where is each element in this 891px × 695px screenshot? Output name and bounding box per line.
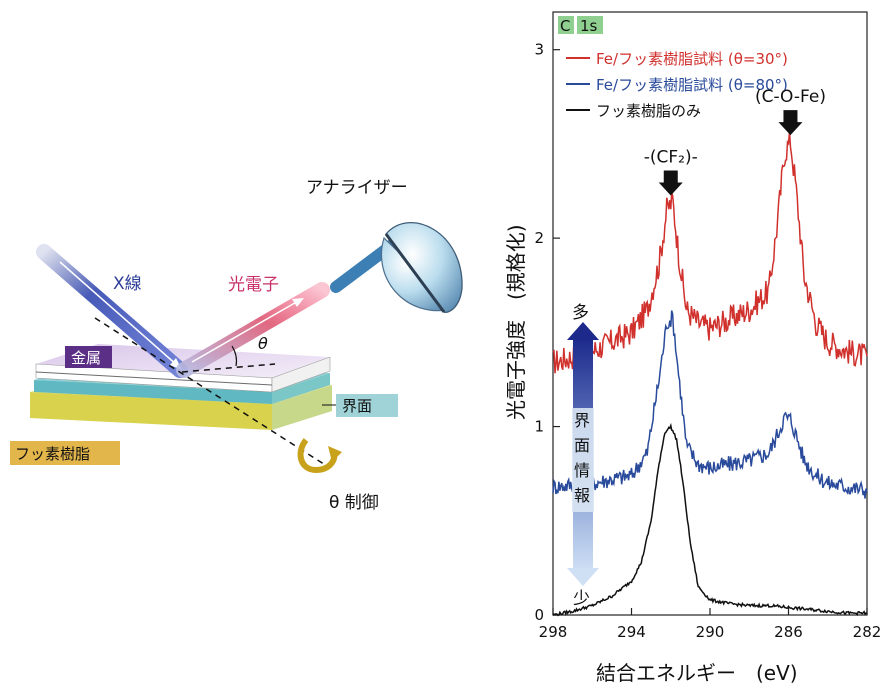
- normal-dashed-line: [94, 317, 331, 469]
- panel-label-box-element: [558, 16, 574, 34]
- y-tick-label: 3: [534, 41, 544, 59]
- x-tick-label: 282: [853, 623, 882, 641]
- annotation-cf2-label: -(CF₂)-: [644, 147, 698, 167]
- panel-label-element: C: [560, 17, 570, 35]
- rotation-arrowhead: [328, 446, 342, 462]
- x-tick-label: 290: [696, 623, 725, 641]
- fluororesin-side-front: [30, 392, 272, 430]
- surface-dashed-line: [181, 363, 276, 373]
- xray-beam: [36, 244, 188, 378]
- series-group: [552, 131, 868, 617]
- layer-edge: [35, 371, 273, 386]
- x-tick-label: 298: [539, 623, 568, 641]
- x-tick-label: 286: [774, 623, 803, 641]
- panel-label-box-orbital: [577, 16, 603, 34]
- photoelectron-arrowhead: [292, 298, 304, 307]
- fluororesin-label-box: [10, 441, 120, 465]
- side-label-box: [572, 408, 594, 512]
- y-tick-label: 2: [534, 229, 544, 247]
- fluororesin-label: フッ素樹脂: [15, 445, 90, 463]
- x-tick-label: 294: [617, 623, 646, 641]
- interface-label-box: [336, 394, 398, 417]
- side-arrow-middle-4: 報: [574, 486, 590, 505]
- metal-side-right: [271, 356, 331, 393]
- annotation-cf2-arrow-icon: [658, 170, 683, 196]
- annotation-cofe-label: (C-O-Fe): [755, 87, 826, 107]
- legend-label-2: Fe/フッ素樹脂試料 (θ=80°): [596, 76, 788, 94]
- theta-label: θ: [258, 334, 268, 353]
- interface-side-right: [272, 373, 330, 404]
- interface-info-arrow: 多 界 面 情 報 少: [567, 303, 599, 609]
- y-tick-label: 0: [534, 606, 544, 624]
- analyzer-label: アナライザー: [306, 178, 408, 198]
- metal-label-box: [65, 346, 112, 368]
- xray-arrow-line: [59, 261, 179, 367]
- fluororesin-side-right: [272, 385, 332, 430]
- sample-diagram: X線 光電子 アナライザー θ 金属 界面 フッ素樹脂 θ 制御: [10, 178, 463, 513]
- side-arrow-middle-3: 情: [574, 461, 590, 480]
- theta-arc: [231, 345, 238, 367]
- photoelectron-arrow-line: [191, 299, 301, 363]
- series-line-2: [552, 310, 868, 499]
- x-axis: 298 294 290 286 282: [539, 608, 882, 641]
- legend-label-1: Fe/フッ素樹脂試料 (θ=30°): [596, 50, 788, 68]
- x-axis-title: 結合エネルギー (eV): [596, 661, 798, 685]
- side-arrow-head-bottom: [567, 568, 599, 586]
- metal-label: 金属: [71, 349, 101, 367]
- analyzer-rim: [384, 233, 446, 313]
- side-arrow-top-label: 多: [572, 303, 589, 323]
- legend-label-3: フッ素樹脂のみ: [596, 102, 701, 120]
- panel-label-orbital: 1s: [580, 17, 598, 35]
- side-arrow-middle-1: 界: [574, 411, 590, 430]
- side-arrow-middle-2: 面: [574, 436, 590, 455]
- xray-label: X線: [113, 274, 142, 294]
- y-tick-label: 1: [534, 418, 544, 436]
- legend: Fe/フッ素樹脂試料 (θ=30°) Fe/フッ素樹脂試料 (θ=80°) フッ…: [566, 50, 788, 120]
- annotation-cofe-arrow-icon: [778, 110, 803, 136]
- analyzer-dome-shell: [385, 222, 463, 314]
- side-arrow-bottom-label: 少: [573, 589, 590, 609]
- photoelectron-label: 光電子: [228, 275, 279, 295]
- side-arrow-head-top: [567, 322, 599, 340]
- theta-control-label: θ 制御: [329, 493, 379, 513]
- rotation-arrow-icon: [297, 438, 338, 474]
- y-axis: 0 1 2 3: [534, 41, 560, 624]
- interface-label: 界面: [342, 397, 372, 415]
- series-line-3: [552, 422, 868, 617]
- y-axis-title: 光電子強度 (規格化): [504, 224, 528, 420]
- interface-side-front: [34, 380, 272, 404]
- xps-chart: 0 1 2 3 298 294 290 286 282 C 1s Fe/フッ素樹脂試料 (θ=…: [504, 11, 882, 685]
- series-line-1: [552, 131, 868, 374]
